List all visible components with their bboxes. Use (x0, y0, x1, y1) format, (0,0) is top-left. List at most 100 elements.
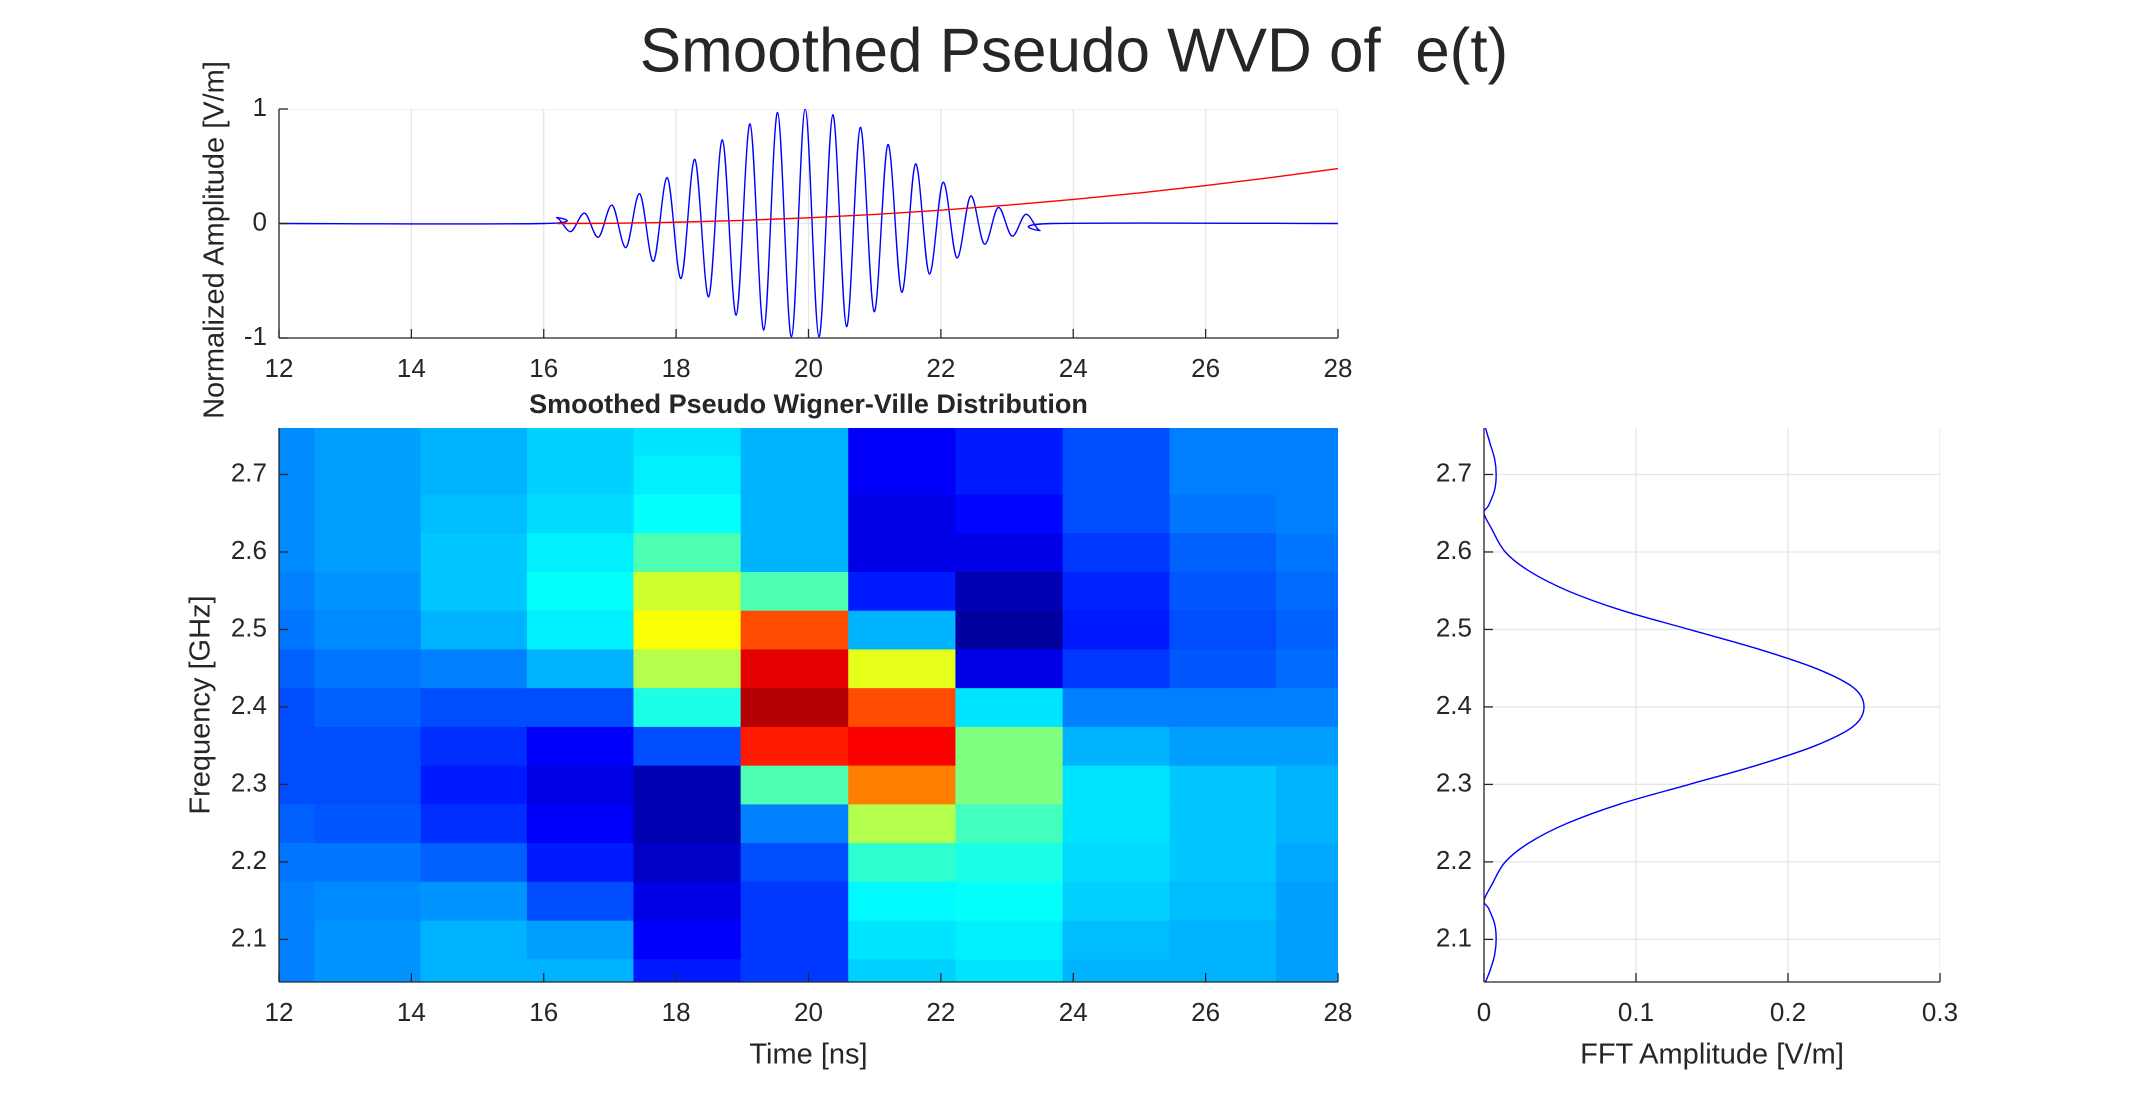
heatmap-cell (955, 455, 1064, 495)
heatmap-cell (955, 881, 1064, 921)
heatmap-cell (1062, 726, 1171, 766)
heatmap-cell (1062, 532, 1171, 572)
heatmap-cell (420, 648, 528, 689)
heatmap-cell (848, 493, 957, 534)
heatmap-cell (633, 765, 742, 805)
heatmap-cell (526, 958, 635, 982)
heatmap-cell (314, 803, 422, 844)
x-axis-label: Time [ns] (749, 1039, 867, 1071)
heatmap-cell (314, 493, 422, 534)
heatmap-cell (955, 842, 1064, 882)
y-axis-label: Frequency [GHz] (185, 595, 217, 814)
x-tick-label: 0.2 (1770, 997, 1806, 1027)
y-tick-label: 2.7 (231, 457, 267, 487)
heatmap-cell (1169, 571, 1277, 611)
x-tick-label: 0.3 (1922, 997, 1958, 1027)
heatmap-cell (1169, 881, 1277, 921)
heatmap-cell (526, 428, 635, 456)
heatmap-cell (1169, 920, 1277, 960)
heatmap-cell (420, 532, 528, 572)
heatmap-cell (526, 765, 635, 805)
heatmap-cell (1276, 803, 1338, 844)
y-tick-label: 1 (253, 92, 267, 122)
y-tick-label: 2.2 (1436, 845, 1472, 875)
heatmap-cell (848, 803, 957, 844)
x-tick-label: 28 (1324, 353, 1353, 383)
x-tick-label: 22 (926, 353, 955, 383)
heatmap-cell (848, 532, 957, 572)
heatmap-cell (314, 428, 422, 456)
heatmap-cell (1276, 610, 1338, 650)
y-tick-label: 2.1 (231, 922, 267, 952)
heatmap-cell (740, 803, 849, 844)
figure-title: Smoothed Pseudo WVD of e(t) (640, 16, 1508, 85)
heatmap-cell (1062, 687, 1171, 727)
heatmap-cell (1169, 532, 1277, 572)
heatmap-cell (1169, 958, 1277, 982)
x-tick-label: 12 (265, 353, 294, 383)
heatmap-cell (526, 842, 635, 882)
heatmap-cell (1062, 493, 1171, 534)
heatmap-cell (314, 648, 422, 689)
heatmap-cell (740, 881, 849, 921)
heatmap-cell (740, 726, 849, 766)
heatmap-cell (848, 765, 957, 805)
heatmap-cell (740, 765, 849, 805)
heatmap-cell (1276, 687, 1338, 727)
heatmap-cell (955, 571, 1064, 611)
heatmap-cell (1276, 958, 1338, 982)
heatmap-cell (420, 687, 528, 727)
y-axis-label: Normalized Amplitude [V/m] (199, 61, 231, 419)
heatmap-cell (1276, 648, 1338, 689)
y-tick-label: 2.6 (1436, 535, 1472, 565)
heatmap-cell (1276, 571, 1338, 611)
y-tick-label: 2.4 (1436, 690, 1472, 720)
x-tick-label: 24 (1059, 353, 1088, 383)
heatmap-cell (740, 455, 849, 495)
heatmap-cell (314, 687, 422, 727)
heatmap-cell (740, 532, 849, 572)
heatmap-cell (633, 842, 742, 882)
heatmap-cell (1276, 765, 1338, 805)
heatmap-cell (420, 571, 528, 611)
x-tick-label: 14 (397, 353, 426, 383)
x-tick-label: 26 (1191, 353, 1220, 383)
heatmap-cell (1062, 958, 1171, 982)
heatmap-cell (955, 428, 1064, 456)
heatmap-cell (955, 532, 1064, 572)
heatmap-cell (955, 803, 1064, 844)
x-axis-label: FFT Amplitude [V/m] (1580, 1039, 1844, 1071)
heatmap-cell (1169, 648, 1277, 689)
heatmap-cell (740, 571, 849, 611)
heatmap-cell (420, 958, 528, 982)
heatmap-cell (1169, 842, 1277, 882)
heatmap-cell (1062, 648, 1171, 689)
heatmap-cell (1062, 428, 1171, 456)
heatmap-cell (848, 687, 957, 727)
heatmap-cell (420, 881, 528, 921)
heatmap-cell (279, 571, 316, 611)
heatmap-cell (1276, 881, 1338, 921)
heatmap-cell (848, 920, 957, 960)
heatmap-cell (526, 881, 635, 921)
heatmap-cell (314, 958, 422, 982)
heatmap-cell (1169, 726, 1277, 766)
heatmap-cell (633, 610, 742, 650)
y-tick-label: 2.3 (231, 767, 267, 797)
heatmap-cell (955, 958, 1064, 982)
heatmap-cell (420, 428, 528, 456)
heatmap-cell (1276, 428, 1338, 456)
x-tick-label: 22 (926, 997, 955, 1027)
y-tick-label: 2.7 (1436, 457, 1472, 487)
x-tick-label: 26 (1191, 997, 1220, 1027)
heatmap-cell (848, 610, 957, 650)
heatmap-cell (314, 726, 422, 766)
heatmap-cell (633, 532, 742, 572)
heatmap-cell (526, 532, 635, 572)
heatmap-cell (1062, 920, 1171, 960)
y-tick-label: 0 (253, 206, 267, 236)
heatmap-cell (1276, 842, 1338, 882)
x-tick-label: 16 (529, 353, 558, 383)
heatmap-cell (420, 842, 528, 882)
x-tick-label: 0 (1477, 997, 1491, 1027)
